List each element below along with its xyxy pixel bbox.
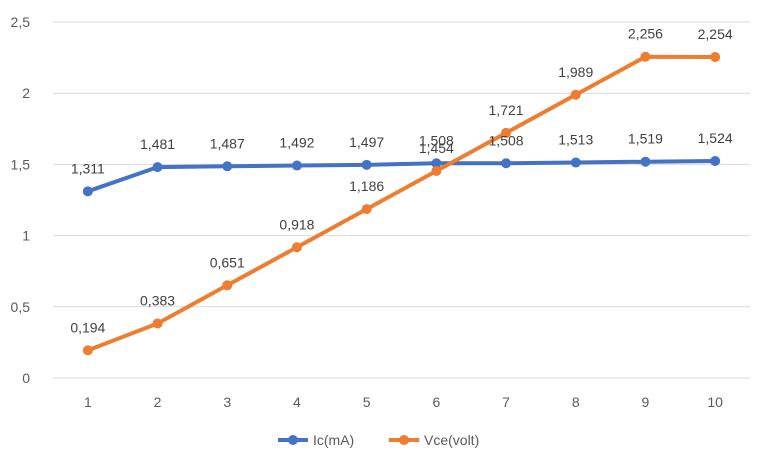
y-tick-label: 1,5 [11,156,31,172]
data-label: 1,497 [349,134,384,150]
data-label: 0,194 [70,319,105,335]
y-axis-ticks: 0 0,5 1 1,5 2 2,5 [11,14,31,386]
data-point [570,157,581,168]
data-point [152,162,163,173]
x-tick-label: 1 [84,394,92,410]
y-tick-label: 0 [22,370,30,386]
x-tick-label: 8 [572,394,580,410]
data-label: 1,508 [489,132,524,148]
data-point [82,186,93,197]
data-point [361,204,372,215]
x-tick-label: 7 [502,394,510,410]
y-tick-label: 0,5 [11,299,31,315]
data-label: 1,186 [349,178,384,194]
legend-item: Ic(mA) [278,432,354,448]
data-point [710,155,721,166]
data-label: 2,254 [698,26,733,42]
data-label: 1,508 [419,132,454,148]
legend-label: Ic(mA) [313,432,354,448]
x-tick-label: 5 [363,394,371,410]
data-label: 1,989 [558,64,593,80]
x-tick-label: 3 [223,394,231,410]
legend: Ic(mA) Vce(volt) [278,432,479,448]
data-label: 1,492 [279,135,314,151]
data-label: 1,481 [140,136,175,152]
data-point [640,51,651,62]
x-tick-label: 2 [154,394,162,410]
y-tick-label: 2 [22,85,30,101]
x-tick-label: 10 [707,394,723,410]
data-label: 1,487 [210,135,245,151]
data-label: 0,383 [140,292,175,308]
x-axis-ticks: 1 2 3 4 5 6 7 8 9 10 [84,394,723,410]
x-tick-label: 4 [293,394,301,410]
data-point [152,318,163,329]
series-line-1 [85,54,718,353]
legend-item: Vce(volt) [389,432,479,448]
data-point [222,161,233,172]
data-point [501,158,512,169]
data-point [570,89,581,100]
data-label: 1,721 [489,102,524,118]
data-point [710,52,721,63]
data-label: 1,524 [698,130,733,146]
x-tick-label: 6 [432,394,440,410]
y-tick-label: 2,5 [11,14,31,30]
y-tick-label: 1 [22,228,30,244]
legend-swatch-marker [399,435,409,445]
data-labels: 1,311 1,481 1,487 1,492 1,497 1,508 1,508 1,513… [70,26,733,336]
data-label: 1,454 [419,140,454,156]
data-point [291,160,302,171]
data-point [82,345,93,356]
series-lines [82,51,721,356]
data-label: 1,311 [71,160,105,176]
series-line-0 [85,158,718,194]
legend-swatch-marker [288,435,298,445]
data-label: 1,513 [558,132,593,148]
data-label: 0,651 [210,254,245,270]
data-point [222,280,233,291]
gridlines [53,21,750,379]
data-label: 2,256 [628,26,663,42]
x-tick-label: 9 [642,394,650,410]
data-point [640,156,651,167]
data-point [291,242,302,253]
data-label: 1,519 [628,131,663,147]
legend-label: Vce(volt) [424,432,479,448]
data-point [361,159,372,170]
data-point [431,158,442,169]
data-point [431,165,442,176]
data-point [501,127,512,138]
data-label: 0,918 [279,216,314,232]
